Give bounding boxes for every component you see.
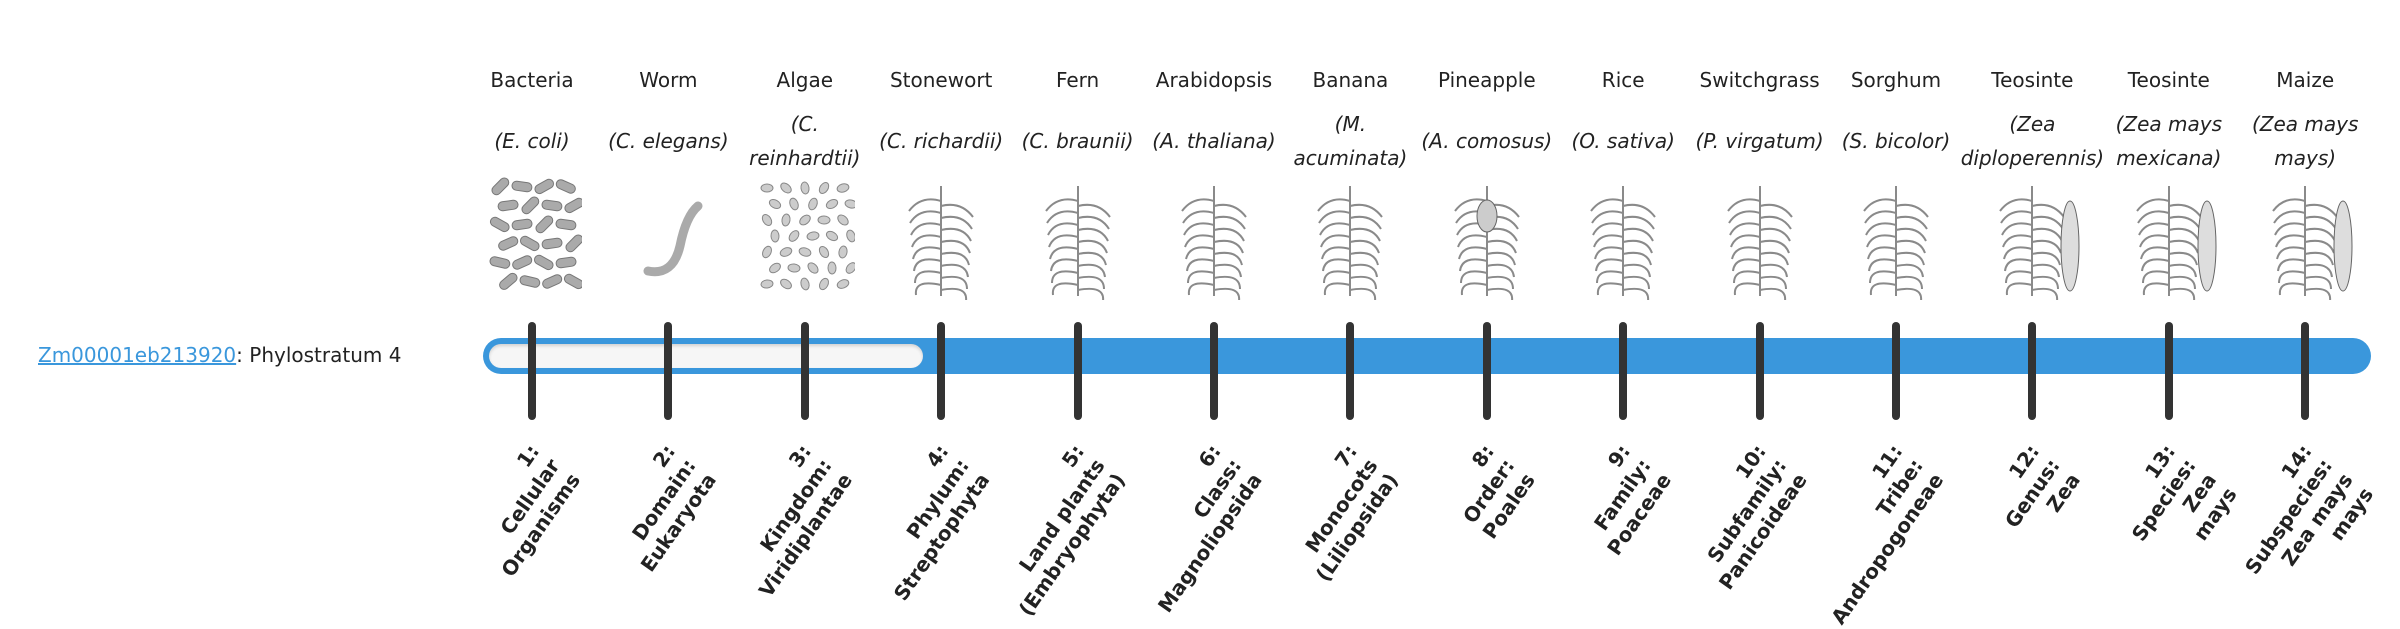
stratum-tick [2164, 322, 2173, 420]
organism-scientific-name: (E. coli) [494, 129, 570, 153]
teosinte-icon [1999, 186, 2080, 300]
stratum-tick [528, 322, 536, 420]
rice-icon [1590, 186, 1656, 300]
phylostratum-bar-empty [489, 344, 924, 368]
stratum-tick [1482, 322, 1491, 420]
organism-common-name: Sorghum [1850, 68, 1942, 92]
organism-scientific-name: (Zea mays mexicana) [2115, 112, 2222, 170]
stratum-tick [664, 322, 673, 420]
fern-icon [1044, 186, 1111, 300]
phylostratum-bar [483, 338, 2371, 374]
organism-common-name: Stonewort [889, 68, 993, 92]
sorghum-icon [1863, 186, 1929, 300]
stratum-tick [800, 322, 809, 420]
teosinte-icon [2135, 186, 2217, 300]
stratum-tick [1755, 322, 1764, 420]
organism-scientific-name: (C. braunii) [1021, 129, 1134, 153]
organism-common-name: Bacteria [490, 68, 574, 92]
stratum-tick [1892, 322, 1900, 420]
stratum-tick [1073, 322, 1082, 420]
stratum-tick [2028, 322, 2037, 420]
organism-common-name: Rice [1601, 68, 1645, 92]
organism-common-name: Teosinte [1991, 68, 2074, 92]
organism-scientific-name: (A. thaliana) [1152, 129, 1276, 153]
organism-scientific-name: (C. richardii) [879, 129, 1004, 153]
gene-phylostratum-label: Zm00001eb213920: Phylostratum 4 [38, 343, 401, 367]
organism-scientific-name: (C. reinhardtii) [749, 112, 861, 170]
organism-scientific-name: (Zea mays mays) [2251, 112, 2359, 170]
stratum-tick [2301, 322, 2310, 420]
organism-scientific-name: (M. acuminata) [1293, 112, 1408, 170]
stratum-tick [937, 322, 946, 420]
organism-scientific-name: (C. elegans) [608, 129, 729, 153]
stonewort-icon [908, 186, 974, 300]
organism-common-name: Fern [1055, 68, 1100, 92]
maize-icon [2272, 186, 2353, 300]
stratum-tick [1619, 322, 1628, 420]
gene-id-link[interactable]: Zm00001eb213920 [38, 343, 237, 367]
organism-scientific-name: (S. bicolor) [1841, 129, 1951, 153]
pineapple-icon [1453, 186, 1520, 300]
organism-common-name: Banana [1312, 68, 1389, 92]
organism-common-name: Switchgrass [1699, 68, 1820, 92]
organism-common-name: Maize [2276, 68, 2335, 92]
phylostratum-text: : Phylostratum 4 [236, 343, 402, 367]
organism-common-name: Worm [639, 68, 698, 92]
organism-common-name: Pineapple [1437, 68, 1536, 92]
organism-common-name: Arabidopsis [1155, 68, 1273, 92]
organism-scientific-name: (A. comosus) [1421, 129, 1553, 153]
stratum-tick [1210, 322, 1218, 420]
organism-common-name: Teosinte [2127, 68, 2210, 92]
organism-scientific-name: (P. virgatum) [1695, 129, 1824, 153]
switchgrass-icon [1726, 186, 1793, 300]
banana-icon [1317, 186, 1384, 300]
organism-scientific-name: (O. sativa) [1571, 129, 1675, 153]
stratum-tick [1346, 322, 1355, 420]
arabidopsis-icon [1181, 186, 1247, 300]
organism-common-name: Algae [776, 68, 834, 92]
organism-scientific-name: (Zea diploperennis) [1960, 112, 2105, 170]
bacteria-icon [489, 177, 582, 290]
algae-icon [760, 181, 855, 291]
worm-icon [643, 201, 703, 277]
